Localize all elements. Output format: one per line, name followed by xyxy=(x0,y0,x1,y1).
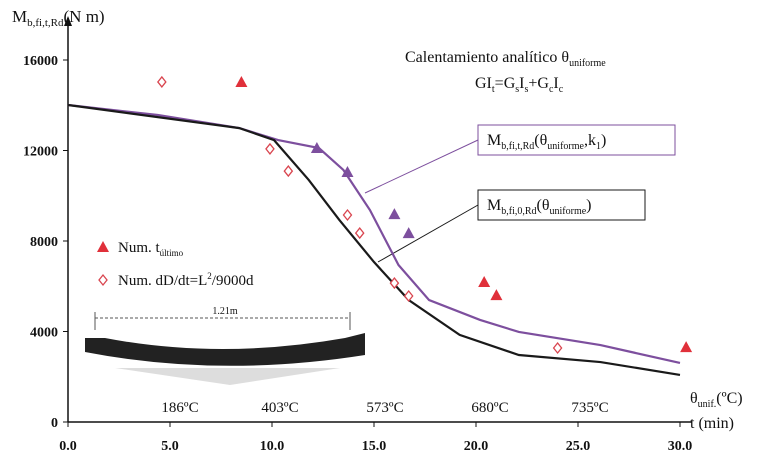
callout-line xyxy=(364,139,479,194)
callout-label-part: ) xyxy=(601,132,606,149)
callout-label-part: ,k xyxy=(584,132,596,149)
temperature-label: 680ºC xyxy=(471,400,508,416)
x-axis-label-temp-part: unif. xyxy=(698,399,717,410)
diamond-marker xyxy=(342,208,353,222)
triangle-marker xyxy=(680,341,693,353)
annotation-part: GI xyxy=(475,75,492,92)
y-axis-label-part: M xyxy=(12,7,27,26)
y-tick-label: 12000 xyxy=(23,145,58,160)
diamond-marker xyxy=(552,341,563,355)
x-axis-label-temp-part: θ xyxy=(690,390,698,407)
legend-label-part: último xyxy=(160,248,184,258)
x-tick-label: 10.0 xyxy=(260,439,285,453)
callout-label-part: (θ xyxy=(534,132,547,149)
legend-symbol xyxy=(97,241,109,252)
annotation-part: I xyxy=(553,75,558,92)
annotation-part: =G xyxy=(495,75,516,92)
temperature-label: 573ºC xyxy=(366,400,403,416)
triangle-marker xyxy=(402,227,415,239)
legend-label-part: 2 xyxy=(207,271,212,281)
y-axis-label-part: b,fi,t,Rd xyxy=(27,17,64,29)
y-tick-label: 4000 xyxy=(30,326,58,341)
y-axis-label: Mb,fi,t,Rd(N m) xyxy=(12,7,105,29)
axis-arrow xyxy=(64,16,72,26)
legend-label: Num. dD/dt=L2/9000d xyxy=(118,271,254,289)
y-axis-label-part: (N m) xyxy=(64,7,105,26)
annotation-part: uniforme xyxy=(569,58,606,69)
diamond-marker xyxy=(157,75,167,88)
y-tick-label: 16000 xyxy=(23,54,58,69)
beam-illustration xyxy=(85,312,365,385)
diamond-marker xyxy=(283,165,294,178)
x-tick-label: 0.0 xyxy=(59,439,77,453)
triangle-marker xyxy=(388,208,401,220)
callout-line xyxy=(377,204,479,263)
legend-label-part: Num. dD/dt=L xyxy=(118,273,207,289)
x-tick-label: 15.0 xyxy=(362,439,387,453)
legend-symbol xyxy=(98,273,108,287)
callout-label-part: M xyxy=(487,132,501,149)
annotation-part: c xyxy=(559,84,564,95)
annotation-part: Calentamiento analítico θ xyxy=(405,49,569,66)
callout-label-part: 1 xyxy=(596,141,601,152)
diamond-marker xyxy=(354,227,365,240)
triangle-marker xyxy=(490,289,503,301)
callout-label-part: b,fi,t,Rd xyxy=(501,141,534,152)
annotation-part: t xyxy=(492,84,495,95)
triangle-marker xyxy=(341,165,354,177)
temperature-label: 735ºC xyxy=(571,400,608,416)
x-tick-label: 5.0 xyxy=(161,439,179,453)
triangle-marker xyxy=(235,75,248,87)
x-tick-label: 30.0 xyxy=(668,439,693,453)
temperature-label: 186ºC xyxy=(161,400,198,416)
beam-label: 1.21m xyxy=(212,306,238,317)
annotation: GIt=GsIs+GcIc xyxy=(475,75,564,95)
callout-label-part: uniforme xyxy=(550,206,587,217)
annotation-part: +G xyxy=(528,75,549,92)
x-tick-label: 25.0 xyxy=(566,439,591,453)
y-tick-label: 0 xyxy=(51,416,58,431)
triangle-marker xyxy=(478,275,491,287)
legend-label: Num. túltimo xyxy=(118,240,184,258)
diamond-marker xyxy=(403,289,414,303)
annotation: Calentamiento analítico θuniforme xyxy=(405,49,606,69)
callout-label: Mb,fi,t,Rd(θuniforme,k1) xyxy=(487,132,606,152)
x-tick-label: 20.0 xyxy=(464,439,489,453)
diamond-marker xyxy=(389,277,400,290)
diamond-marker xyxy=(265,142,275,155)
annotation-part: s xyxy=(515,84,519,95)
callout-label-part: ) xyxy=(586,197,591,214)
y-tick-label: 8000 xyxy=(30,235,58,250)
callout-label-part: uniforme xyxy=(547,141,584,152)
annotation-part: I xyxy=(519,75,524,92)
x-axis-label-temp-part: (ºC) xyxy=(716,390,742,407)
callout-label: Mb,fi,0,Rd(θuniforme) xyxy=(487,197,592,217)
callout-label-part: b,fi,0,Rd xyxy=(501,206,536,217)
legend-label-part: Num. t xyxy=(118,240,161,256)
line xyxy=(67,103,681,377)
x-axis-label: t (min) xyxy=(690,415,734,432)
x-axis-label-temp: θunif.(ºC) xyxy=(690,390,743,410)
triangle-marker xyxy=(310,142,323,154)
callout-label-part: (θ xyxy=(537,197,550,214)
annotation-part: s xyxy=(524,84,528,95)
annotation-part: c xyxy=(549,84,554,95)
callout-label-part: M xyxy=(487,197,501,214)
legend-label-part: /9000d xyxy=(212,273,254,289)
temperature-label: 403ºC xyxy=(261,400,298,416)
